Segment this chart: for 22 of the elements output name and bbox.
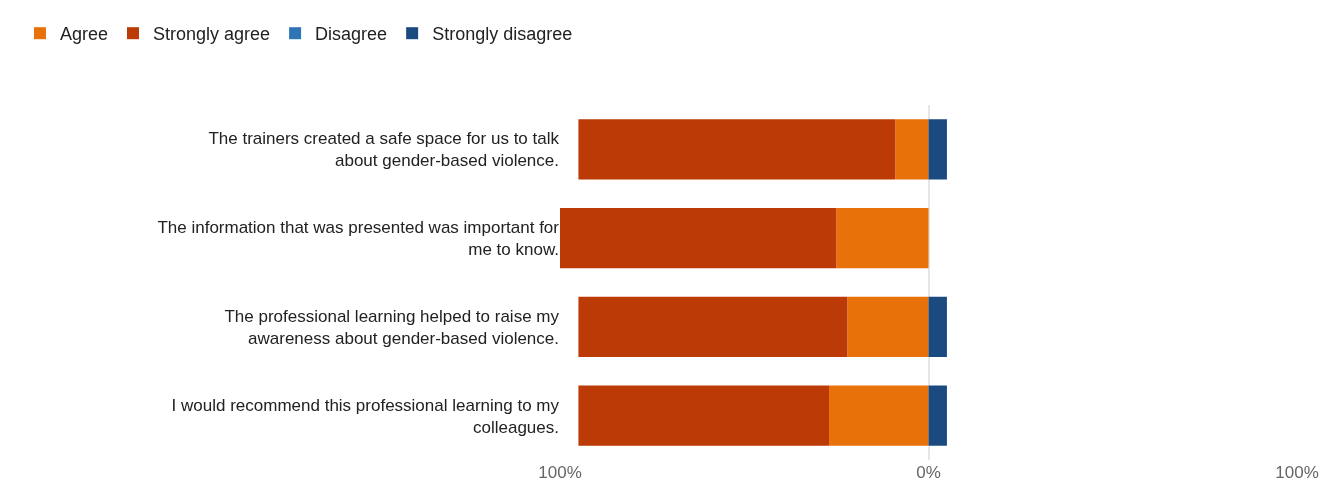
bar [847,296,929,358]
bar [928,385,947,446]
legend-label: Agree [59,24,109,45]
y-tick-label: The professional learning helped to raise my awareness about gender-based violence. [224,306,560,348]
bar [578,119,896,180]
bar [895,119,929,180]
bar [578,385,830,446]
y-tick-label: I would recommend this professional learning to my colleagues. [171,395,560,437]
y-tick-label: The trainers created a safe space for us to talk about gender-based violence. [208,129,560,171]
legend-label: Strongly agree [153,24,271,45]
legend-label: Strongly disagree [432,24,573,45]
bar [928,119,947,180]
bar [829,385,929,446]
y-tick-label: The information that was presented was important for me to know. [157,218,560,260]
x-tick-label: 100% [538,463,582,482]
legend-label: Disagree [315,24,388,45]
bar [578,296,848,358]
x-tick-label: 100% [1275,463,1319,482]
x-tick-label: 0% [916,463,941,482]
bar [928,296,947,358]
bar [560,207,837,269]
bar [836,207,929,269]
